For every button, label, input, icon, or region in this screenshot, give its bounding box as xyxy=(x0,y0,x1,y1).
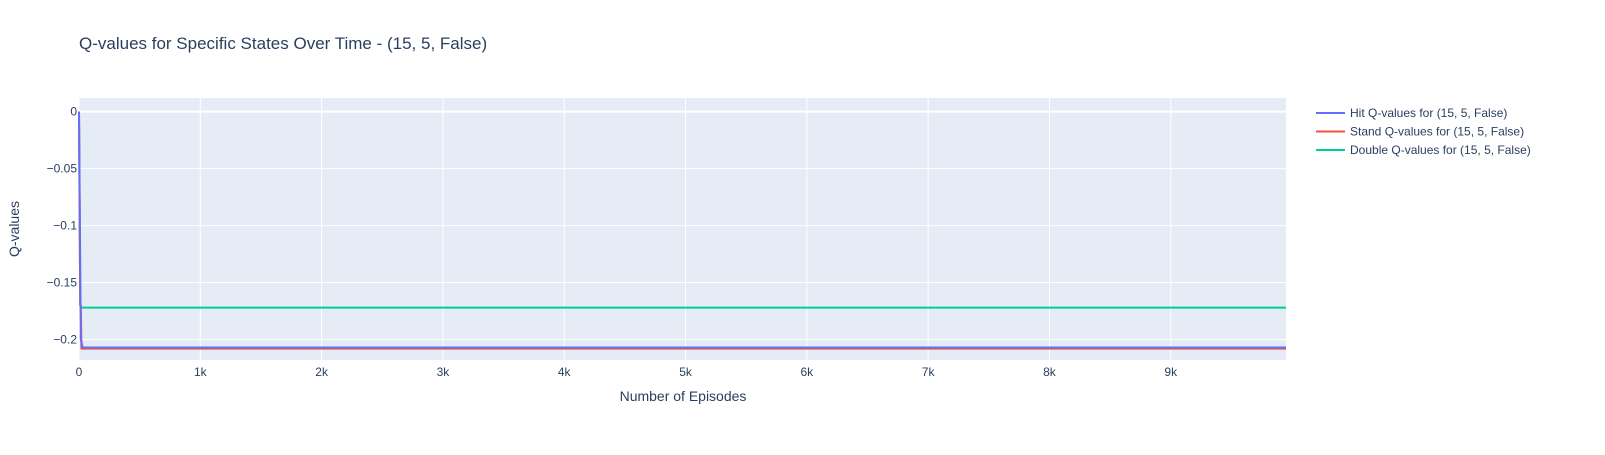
series-line xyxy=(78,111,1286,349)
chart-title: Q-values for Specific States Over Time -… xyxy=(79,34,487,53)
legend-item[interactable]: Stand Q-values for (15, 5, False) xyxy=(1316,125,1524,139)
x-tick-label: 7k xyxy=(922,365,936,379)
x-tick-label: 6k xyxy=(800,365,814,379)
legend[interactable]: Hit Q-values for (15, 5, False) Stand Q-v… xyxy=(1316,106,1531,157)
x-axis-ticks: 0 1k 2k 3k 4k 5k 6k 7k 8k 9k xyxy=(76,365,1178,379)
x-tick-label: 0 xyxy=(76,365,83,379)
legend-label: Hit Q-values for (15, 5, False) xyxy=(1350,106,1507,120)
x-axis-title: Number of Episodes xyxy=(620,388,747,404)
x-tick-label: 8k xyxy=(1043,365,1057,379)
x-tick-label: 3k xyxy=(437,365,451,379)
y-axis-title: Q-values xyxy=(6,201,22,257)
legend-item[interactable]: Double Q-values for (15, 5, False) xyxy=(1316,143,1531,157)
x-tick-label: 4k xyxy=(558,365,572,379)
grid-lines xyxy=(78,98,1286,360)
legend-label: Stand Q-values for (15, 5, False) xyxy=(1350,125,1524,139)
y-axis-ticks: 0 −0.05 −0.1 −0.15 −0.2 xyxy=(47,105,78,347)
x-tick-label: 9k xyxy=(1164,365,1178,379)
y-tick-label: −0.2 xyxy=(53,332,77,346)
x-tick-label: 5k xyxy=(679,365,693,379)
series-lines xyxy=(78,111,1286,350)
y-tick-label: −0.15 xyxy=(47,276,78,290)
x-tick-label: 1k xyxy=(194,365,208,379)
legend-label: Double Q-values for (15, 5, False) xyxy=(1350,143,1531,157)
plot-area xyxy=(79,98,1286,360)
y-tick-label: −0.05 xyxy=(47,162,78,176)
y-tick-label: 0 xyxy=(70,105,77,119)
series-line xyxy=(78,111,1286,309)
y-tick-label: −0.1 xyxy=(53,219,77,233)
x-tick-label: 2k xyxy=(315,365,329,379)
legend-item[interactable]: Hit Q-values for (15, 5, False) xyxy=(1316,106,1507,120)
